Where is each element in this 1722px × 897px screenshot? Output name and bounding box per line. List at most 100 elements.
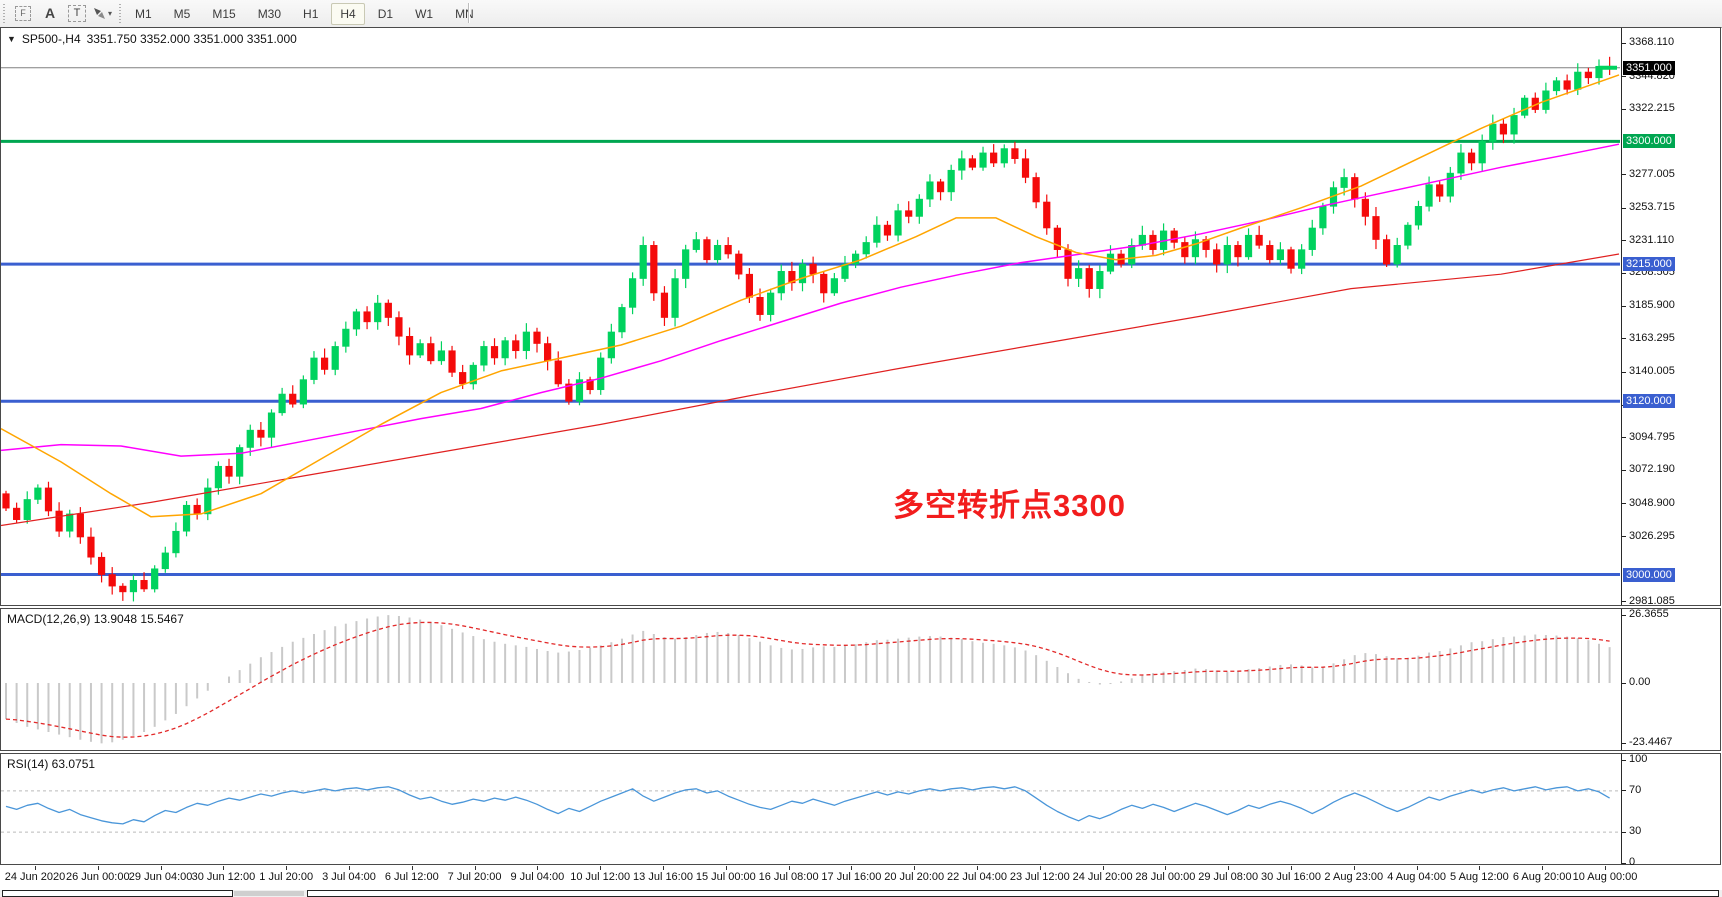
time-tick-label: 3 Jul 04:00 <box>322 871 376 883</box>
tf-button-D1[interactable]: D1 <box>377 6 394 21</box>
macd-tick <box>1622 682 1626 684</box>
scrollbar-segment-left[interactable] <box>2 890 233 897</box>
macd-axis-border <box>1621 609 1622 750</box>
price-level-badge: 3215.000 <box>1623 257 1675 272</box>
rsi-axis-border <box>1621 754 1622 864</box>
text-tool-icon[interactable]: T <box>66 3 88 23</box>
price-axis-border <box>1621 28 1622 605</box>
price-tick <box>1622 76 1626 78</box>
rsi-tick <box>1622 790 1626 792</box>
time-tick-label: 29 Jul 08:00 <box>1198 871 1259 883</box>
tf-button-M15[interactable]: M15 <box>212 6 236 21</box>
time-tick-label: 26 Jun 00:00 <box>65 871 130 883</box>
macd-chart[interactable] <box>1 609 1620 750</box>
time-tick <box>788 866 790 870</box>
time-tick <box>1479 866 1481 870</box>
rsi-panel[interactable]: 100 70 30 0 RSI(14) 63.0751 <box>0 753 1721 868</box>
rsi-indicator-label: RSI(14) 63.0751 <box>7 757 96 771</box>
time-tick-label: 5 Aug 12:00 <box>1450 871 1509 883</box>
tf-button-MN[interactable]: MN <box>455 6 474 21</box>
time-tick <box>474 866 476 870</box>
price-tick <box>1622 42 1626 44</box>
time-tick <box>349 866 350 870</box>
rsi-tick-label: 100 <box>1629 753 1648 765</box>
time-tick <box>223 866 225 870</box>
time-tick <box>725 866 727 870</box>
arrow-tools-icon[interactable] <box>92 3 106 23</box>
scrollbar-segment-right[interactable] <box>307 890 1719 897</box>
rsi-tick <box>1622 759 1626 761</box>
price-tick-label: 3026.295 <box>1629 529 1675 542</box>
time-tick-label: 2 Aug 23:00 <box>1324 871 1384 883</box>
time-tick <box>1039 866 1041 870</box>
rsi-tick <box>1622 862 1626 864</box>
price-tick-label: 3185.900 <box>1629 299 1675 312</box>
time-tick <box>160 866 162 870</box>
time-tick <box>1542 866 1544 870</box>
macd-panel[interactable]: 26.3655 0.00 -23.4467 MACD(12,26,9) 13.904… <box>0 608 1721 751</box>
price-tick-label: 3094.795 <box>1629 430 1675 443</box>
price-tick-label: 3277.005 <box>1629 167 1675 180</box>
price-level-badge: 3351.000 <box>1623 60 1675 75</box>
time-tick <box>663 866 664 870</box>
time-tick-label: 22 Jul 04:00 <box>947 871 1007 883</box>
price-level-badge: 3120.000 <box>1623 394 1675 409</box>
tf-button-H1[interactable]: H1 <box>303 6 319 21</box>
toolbar: F A T ▾ M1 M5 M15 M30 H1 H4 D1 W1 MN <box>0 0 1722 28</box>
time-tick-label: 16 Jul 08:00 <box>758 871 819 883</box>
time-tick <box>35 866 36 870</box>
chart-symbol-period: SP500-,H4 <box>21 32 81 46</box>
time-tick-label: 13 Jul 16:00 <box>633 871 693 883</box>
chart-selector-icon[interactable]: ▼ <box>7 34 16 44</box>
rsi-tick-label: 30 <box>1629 825 1642 838</box>
time-tick-label: 29 Jun 04:00 <box>128 871 193 883</box>
scrollbar-thumb[interactable] <box>234 891 304 896</box>
toolbar-grip-2[interactable] <box>118 4 123 23</box>
price-tick <box>1622 338 1626 340</box>
toolbar-grip[interactable] <box>2 4 7 23</box>
time-tick <box>1416 866 1418 870</box>
rsi-tick-label: 70 <box>1629 783 1642 796</box>
time-tick-label: 20 Jul 20:00 <box>884 871 945 883</box>
price-tick-label: 2981.085 <box>1629 594 1675 607</box>
fibonacci-tool-icon[interactable]: F <box>12 3 34 23</box>
time-tick <box>600 866 602 870</box>
time-tick-label: 24 Jun 2020 <box>4 871 66 883</box>
time-tick-label: 15 Jul 00:00 <box>695 871 756 883</box>
time-tick <box>1228 866 1230 870</box>
time-tick <box>914 866 916 870</box>
chart-annotation-text: 多空转折点3300 <box>893 488 1126 523</box>
time-tick-label: 10 Jul 12:00 <box>570 871 631 883</box>
price-tick <box>1622 371 1626 373</box>
arrow-tools-dropdown-icon[interactable]: ▾ <box>107 8 112 18</box>
candlestick-chart[interactable] <box>1 28 1620 605</box>
time-tick-label: 4 Aug 04:00 <box>1387 871 1446 883</box>
tf-button-M1[interactable]: M1 <box>135 6 152 21</box>
rsi-chart[interactable] <box>1 754 1620 864</box>
price-tick <box>1622 305 1626 307</box>
price-tick-label: 3163.295 <box>1629 331 1675 344</box>
price-tick-label: 3253.715 <box>1629 201 1675 214</box>
price-tick <box>1622 272 1626 274</box>
time-tick-label: 28 Jul 00:00 <box>1135 871 1196 883</box>
chart-title[interactable]: ▼ SP500-,H4 3351.750 3352.000 3351.000 3… <box>7 32 297 46</box>
text-label-icon[interactable]: A <box>44 5 56 21</box>
tf-button-H4[interactable]: H4 <box>331 2 365 25</box>
time-tick <box>1165 866 1167 870</box>
tf-button-M5[interactable]: M5 <box>173 6 191 21</box>
tf-button-W1[interactable]: W1 <box>415 6 434 21</box>
time-tick <box>286 866 288 870</box>
price-tick <box>1622 536 1626 538</box>
macd-tick-label: 0.00 <box>1629 676 1651 688</box>
macd-tick-label: -23.4467 <box>1629 736 1673 749</box>
time-tick-label: 9 Jul 04:00 <box>510 871 565 883</box>
price-chart-panel[interactable]: 3368.110 3344.820 3322.215 3277.005 3253.715… <box>0 27 1721 607</box>
time-tick-label: 23 Jul 12:00 <box>1009 871 1070 883</box>
macd-tick <box>1622 614 1626 616</box>
price-level-badge: 3300.000 <box>1623 134 1675 149</box>
time-tick <box>537 866 539 870</box>
macd-tick-label: 26.3655 <box>1629 608 1669 621</box>
time-tick <box>851 866 853 870</box>
price-tick-label: 3322.215 <box>1629 102 1675 115</box>
tf-button-M30[interactable]: M30 <box>257 6 282 21</box>
